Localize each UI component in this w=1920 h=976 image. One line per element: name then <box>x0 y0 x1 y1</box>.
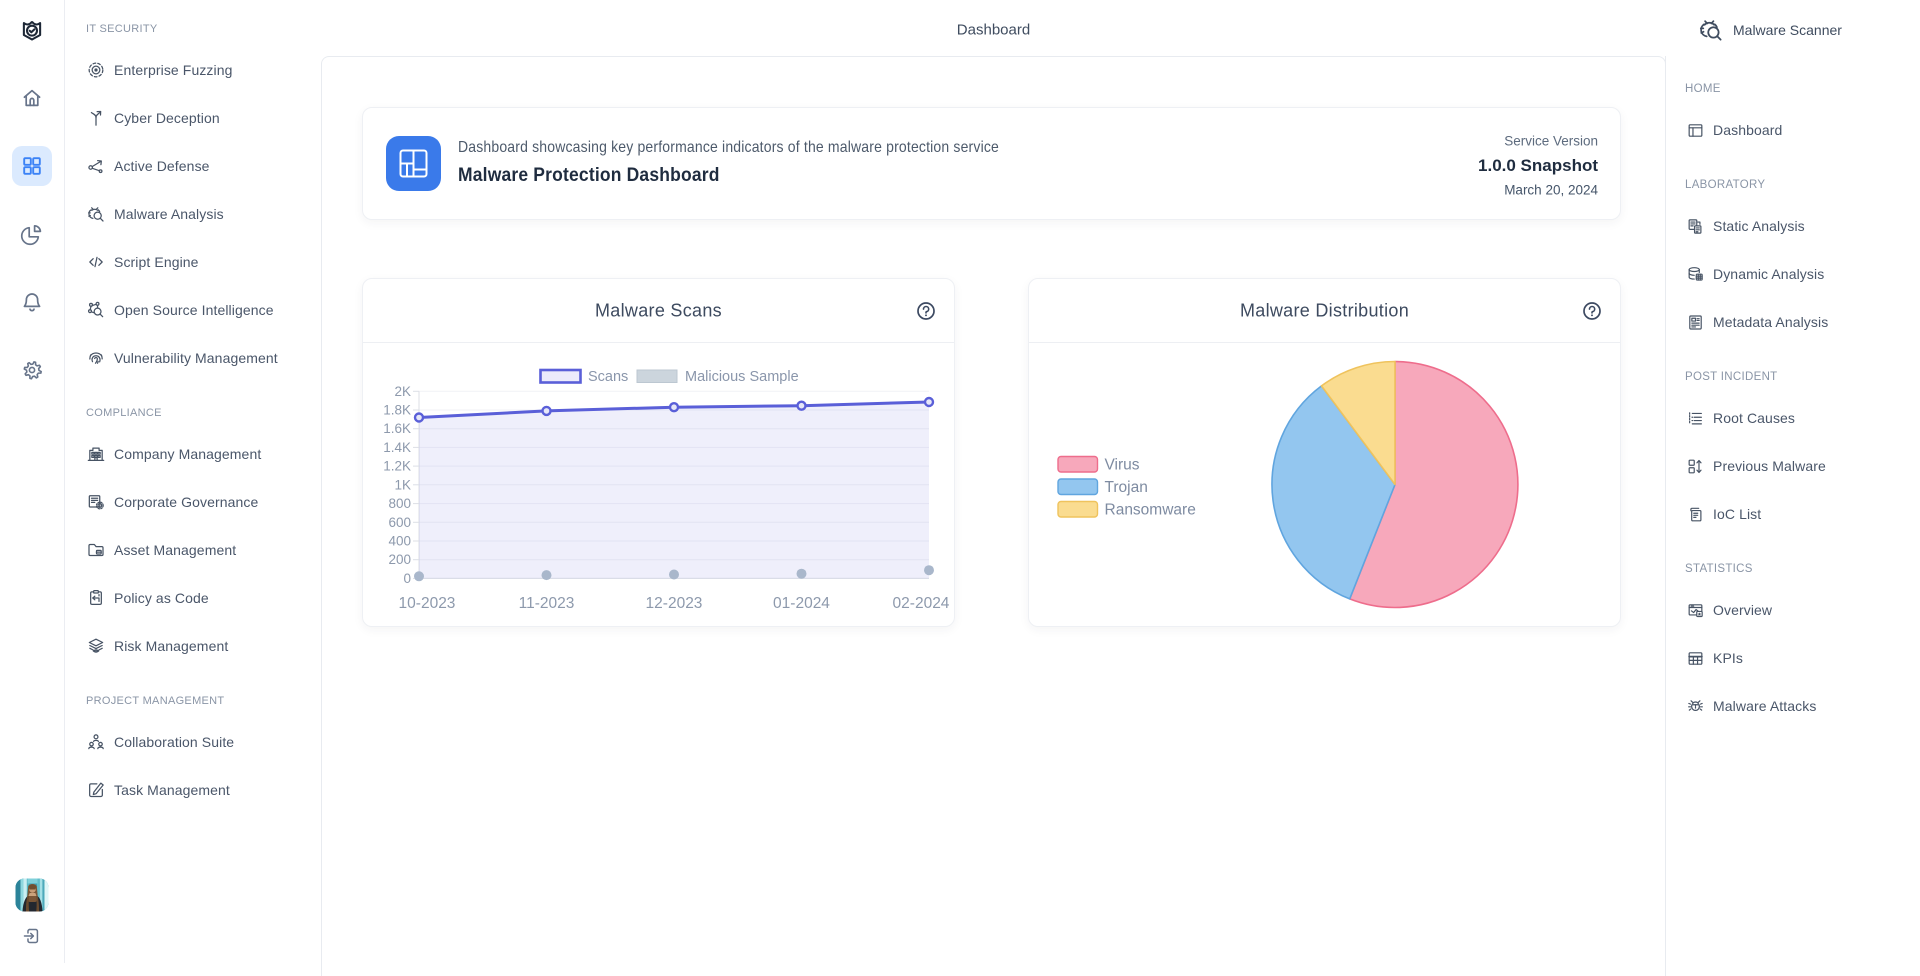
svg-text:1K: 1K <box>394 477 411 492</box>
svg-text:200: 200 <box>388 552 411 567</box>
svg-text:Trojan: Trojan <box>1105 479 1148 496</box>
svg-text:10-2023: 10-2023 <box>399 595 456 612</box>
svg-text:Virus: Virus <box>1105 457 1140 474</box>
svg-text:0: 0 <box>403 571 411 586</box>
svg-text:1.6K: 1.6K <box>383 421 411 436</box>
svg-text:Malicious Sample: Malicious Sample <box>685 369 799 385</box>
svg-text:11-2023: 11-2023 <box>519 595 575 612</box>
svg-text:1.4K: 1.4K <box>383 440 411 455</box>
svg-text:Scans: Scans <box>588 369 628 385</box>
svg-text:2K: 2K <box>394 384 411 399</box>
svg-text:400: 400 <box>388 534 411 549</box>
svg-text:600: 600 <box>388 515 411 530</box>
svg-text:800: 800 <box>388 496 411 511</box>
svg-text:02-2024: 02-2024 <box>893 595 950 612</box>
svg-text:12-2023: 12-2023 <box>646 595 703 612</box>
svg-text:1.8K: 1.8K <box>383 403 411 418</box>
svg-text:01-2024: 01-2024 <box>773 595 830 612</box>
svg-text:Ransomware: Ransomware <box>1105 502 1196 519</box>
svg-text:1.2K: 1.2K <box>383 459 411 474</box>
